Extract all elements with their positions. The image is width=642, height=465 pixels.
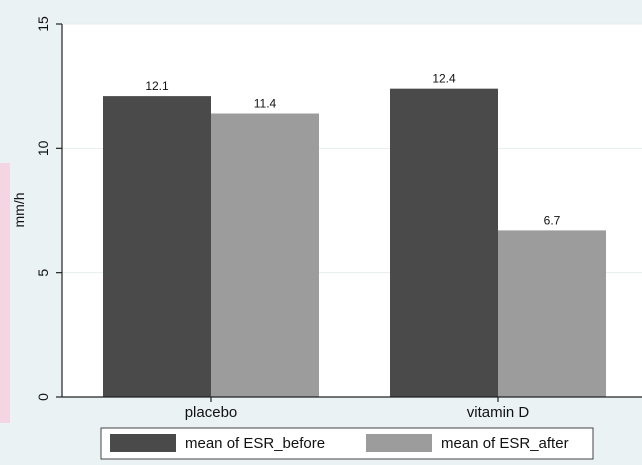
bar-placebo-series-0: [103, 96, 211, 397]
value-label: 11.4: [254, 97, 277, 111]
left-edge-strip: [0, 163, 10, 423]
value-label: 12.4: [432, 72, 456, 86]
legend-label-esr-before: mean of ESR_before: [185, 435, 325, 452]
bar-placebo-series-1: [211, 113, 319, 398]
y-tick-label: 10: [35, 140, 51, 156]
y-axis-label: mm/h: [11, 193, 27, 228]
legend-swatch-esr-after: [366, 434, 432, 452]
x-tick-label: vitamin D: [467, 404, 530, 421]
x-ticks: placebo vitamin D: [185, 397, 530, 421]
value-label: 12.1: [145, 79, 169, 93]
legend-label-esr-after: mean of ESR_after: [441, 435, 569, 452]
value-labels: 12.1 12.4 11.4 6.7: [145, 72, 560, 228]
bars: [103, 88, 606, 398]
y-tick-label: 15: [35, 16, 51, 32]
y-tick-label: 0: [35, 393, 51, 401]
bar-vitamin-D-series-0: [390, 88, 498, 398]
legend: mean of ESR_before mean of ESR_after: [100, 427, 594, 460]
x-tick-label: placebo: [185, 404, 238, 421]
bar-vitamin-D-series-1: [498, 230, 606, 397]
legend-box: [100, 427, 594, 460]
y-ticks: 0 5 10 15: [35, 16, 62, 401]
value-label: 6.7: [544, 213, 561, 227]
legend-swatch-esr-before: [110, 434, 176, 452]
y-tick-label: 5: [35, 269, 51, 277]
